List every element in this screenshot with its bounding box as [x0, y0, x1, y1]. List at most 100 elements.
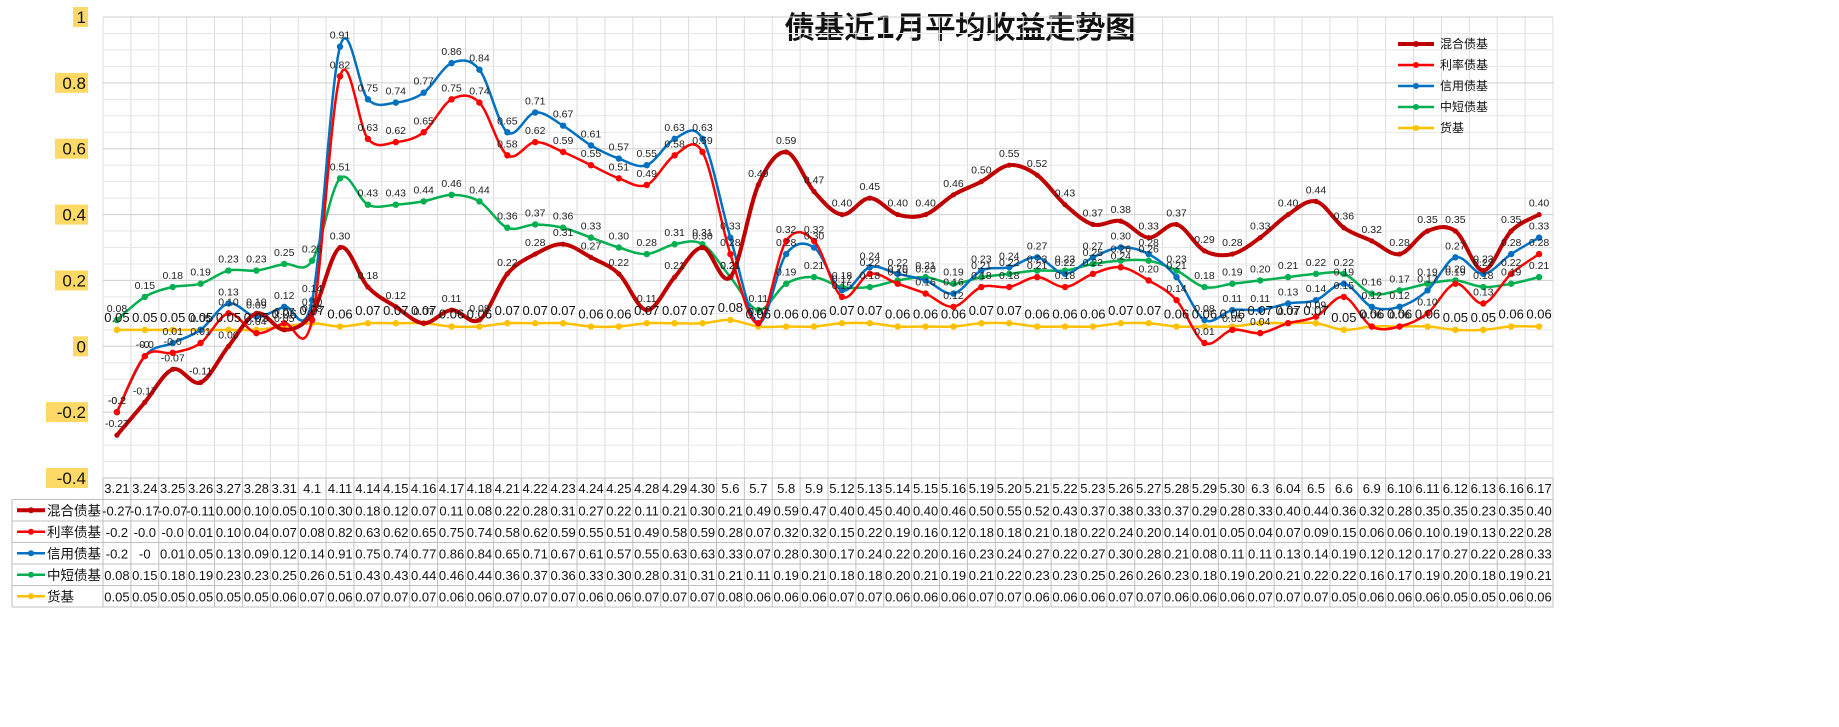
- data-label-money: 0.06: [1080, 307, 1105, 322]
- data-point-money: [1061, 323, 1069, 330]
- data-point-credit: [587, 142, 595, 149]
- table-cell: 0.27: [1080, 546, 1105, 561]
- data-label-credit: 0.28: [1501, 237, 1522, 249]
- data-point-money: [169, 326, 176, 334]
- data-label-money: 0.05: [244, 310, 269, 325]
- data-point-credit: [671, 135, 678, 143]
- table-cell: -0.27: [102, 503, 132, 518]
- data-label-credit: -0.2: [108, 395, 126, 407]
- table-cell: 0.28: [1499, 546, 1524, 561]
- data-label-shortterm: 0.21: [804, 260, 825, 272]
- table-cell: 0.18: [857, 568, 882, 583]
- data-point-money: [866, 320, 874, 327]
- y-tick-highlight: [55, 72, 88, 93]
- table-cell: 0.33: [578, 568, 603, 583]
- data-point-shortterm: [1089, 260, 1097, 268]
- data-label-mixed: 0.18: [358, 270, 379, 282]
- data-label-mixed: 0.11: [637, 293, 657, 305]
- data-label-mixed: 0.22: [609, 257, 630, 269]
- data-label-money: 0.07: [523, 303, 548, 318]
- table-cell: 0.21: [1526, 568, 1551, 583]
- table-cell: 0.07: [355, 589, 380, 604]
- table-cell: 0.29: [1192, 503, 1217, 518]
- data-label-rate: 0.32: [776, 224, 797, 236]
- table-key-marker-mixed: [28, 507, 34, 514]
- x-tick-label: 3.31: [272, 481, 297, 496]
- data-label-money: 0.06: [746, 307, 771, 322]
- table-cell: 0.09: [1303, 525, 1328, 540]
- data-label-credit: 0.74: [386, 86, 407, 98]
- data-point-rate: [1173, 296, 1180, 304]
- table-cell: 0.07: [383, 589, 408, 604]
- data-label-mixed: -0.17: [133, 385, 157, 397]
- table-cell: 0.25: [1080, 568, 1105, 583]
- data-label-money: 0.07: [829, 303, 854, 318]
- data-point-mixed: [142, 399, 148, 405]
- data-point-money: [1006, 320, 1013, 327]
- table-cell: 0.08: [1192, 546, 1217, 561]
- table-cell: 0.30: [606, 568, 631, 583]
- data-point-money: [1173, 323, 1180, 330]
- y-tick-label: 0.6: [62, 140, 86, 159]
- data-point-mixed: [1090, 221, 1096, 228]
- data-label-money: 0.07: [969, 303, 994, 318]
- data-label-shortterm: 0.21: [915, 260, 936, 272]
- table-cell: 0.01: [188, 525, 213, 540]
- data-label-credit: 0.86: [441, 46, 462, 58]
- table-cell: 0.06: [606, 589, 631, 604]
- table-cell: 0.06: [1080, 589, 1105, 604]
- x-tick-label: 6.5: [1307, 481, 1325, 496]
- legend-marker-money: [1413, 125, 1419, 131]
- table-cell: 0.05: [1220, 525, 1245, 540]
- data-point-rate: [866, 270, 874, 278]
- data-label-credit: 0.24: [999, 250, 1020, 262]
- data-point-rate: [1033, 273, 1041, 281]
- data-label-layer: 0.05 0.05 0.05 0.05 0.05 0.05 0.06 0.07 0.06 0.07…: [104, 30, 1551, 431]
- data-label-shortterm: 0.18: [1473, 270, 1494, 282]
- table-cell: 0.51: [327, 568, 352, 583]
- table-cell: 0.07: [1248, 589, 1273, 604]
- x-tick-label: 4.18: [467, 481, 492, 496]
- data-point-mixed: [1034, 172, 1040, 178]
- legend-marker-shortterm: [1413, 104, 1419, 110]
- data-label-money: 0.06: [439, 307, 464, 322]
- table-cell: 0.20: [885, 568, 910, 583]
- data-label-shortterm: 0.19: [1501, 267, 1522, 279]
- table-cell: -0.11: [186, 503, 215, 518]
- data-label-credit: 0.14: [1306, 283, 1327, 295]
- table-cell: 0.40: [1275, 503, 1300, 518]
- data-label-mixed: 0.49: [748, 168, 769, 180]
- table-cell: 0.51: [606, 525, 631, 540]
- data-point-credit: [1340, 280, 1348, 287]
- table-cell: 0.06: [801, 589, 826, 604]
- data-point-mixed: [783, 149, 789, 155]
- data-label-credit: 0.28: [776, 237, 797, 249]
- data-label-mixed: 0.07: [413, 306, 434, 318]
- data-point-rate: [141, 352, 149, 360]
- x-tick-label: 4.23: [550, 481, 575, 496]
- x-tick-label: 4.25: [606, 481, 631, 496]
- data-label-credit: 0.01: [162, 326, 183, 338]
- data-label-money: 0.06: [467, 307, 492, 322]
- y-tick-highlight: [46, 468, 88, 488]
- table-cell: -0: [139, 546, 151, 561]
- table-cell: 0.33: [1248, 503, 1273, 518]
- data-label-mixed: 0.40: [1529, 198, 1550, 210]
- data-point-credit: [615, 155, 623, 162]
- data-point-rate: [950, 303, 957, 310]
- data-label-rate: 0.22: [860, 257, 881, 269]
- data-point-rate: [504, 152, 511, 159]
- data-point-money: [1312, 320, 1320, 327]
- table-cell: 0.22: [885, 546, 910, 561]
- data-point-mixed: [560, 241, 566, 247]
- data-label-rate: 0.13: [1473, 286, 1494, 298]
- data-label-credit: 0.08: [1194, 303, 1215, 315]
- table-cell: 0.07: [1303, 589, 1328, 604]
- data-point-rate: [643, 181, 650, 189]
- table-cell: 0.23: [1471, 503, 1496, 518]
- table-cell: 0.43: [383, 568, 408, 583]
- table-cell: 0.22: [857, 525, 882, 540]
- data-label-rate: 0.24: [1111, 250, 1132, 262]
- data-label-rate: 0.04: [1250, 316, 1271, 328]
- table-row-label-money: 货基: [47, 588, 74, 605]
